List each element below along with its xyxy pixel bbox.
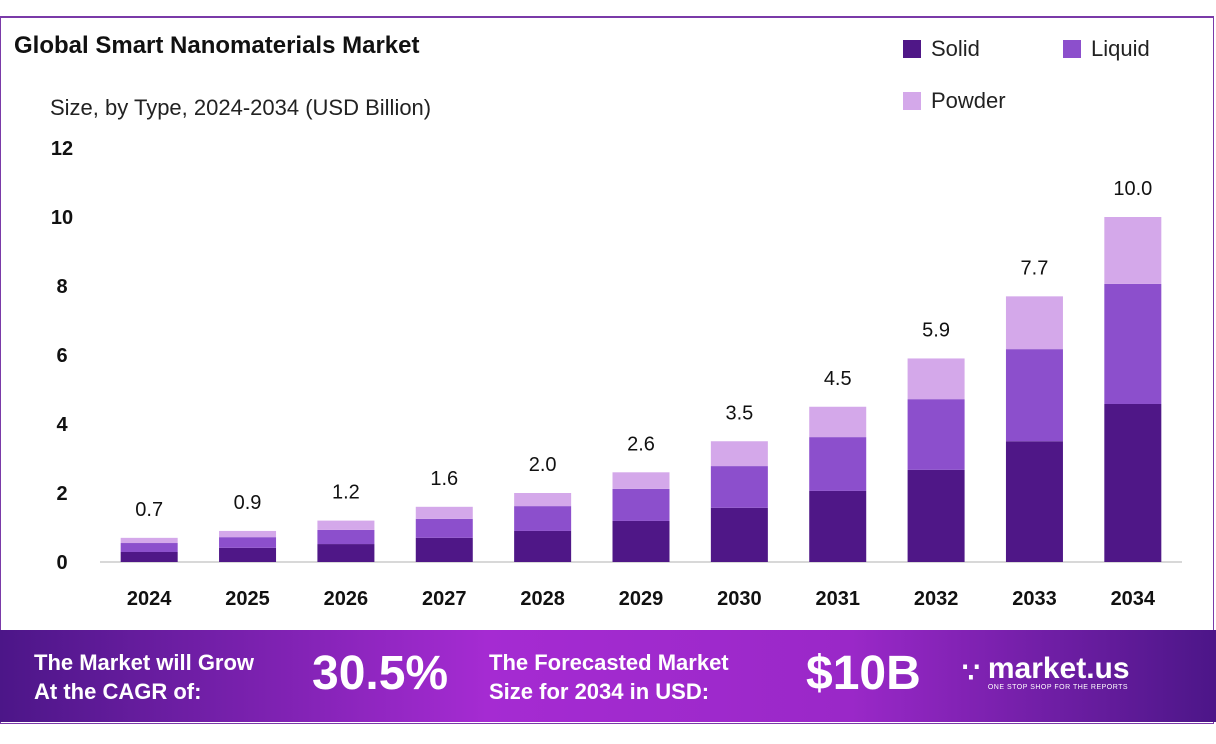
data-label-total: 2.0 [529, 454, 557, 476]
x-tick-label: 2024 [127, 588, 172, 610]
bar-segment-powder [710, 441, 768, 467]
cagr-label: The Market will Grow At the CAGR of: [34, 648, 254, 706]
bar-segment-liquid [1104, 283, 1162, 404]
legend-swatch-solid [903, 40, 921, 58]
legend-label: Powder [931, 88, 1006, 113]
bar-segment-solid [219, 547, 277, 562]
bar-segment-liquid [710, 466, 768, 508]
summary-banner: The Market will Grow At the CAGR of: 30.5… [0, 630, 1216, 722]
bar-segment-solid [809, 490, 867, 562]
bar-segment-powder [809, 406, 867, 438]
forecast-label-line1: The Forecasted Market [489, 650, 729, 675]
bar-segment-liquid [1005, 349, 1063, 442]
data-label-total: 3.5 [725, 402, 753, 424]
x-tick-label: 2026 [324, 588, 369, 610]
legend-item-solid: Solid [903, 36, 980, 62]
x-tick-label: 2029 [619, 588, 664, 610]
bar-segment-solid [317, 544, 375, 562]
x-tick-label: 2032 [914, 588, 959, 610]
bar-segment-powder [219, 530, 277, 538]
data-label-total: 1.2 [332, 482, 360, 504]
bar-segment-solid [907, 469, 965, 562]
x-tick-label: 2033 [1012, 588, 1057, 610]
bar-segment-liquid [514, 506, 572, 531]
x-tick-label: 2027 [422, 588, 467, 610]
y-tick-label: 10 [51, 207, 73, 229]
cagr-label-line2: At the CAGR of: [34, 679, 202, 704]
x-tick-label: 2028 [520, 588, 565, 610]
bar-segment-powder [514, 493, 572, 507]
marketus-logo: ∵ market.us ONE STOP SHOP FOR THE REPORTS [962, 652, 1130, 692]
legend-label: Solid [931, 36, 980, 61]
cagr-value: 30.5% [312, 647, 449, 700]
bar-segment-solid [710, 507, 768, 562]
bar-segment-solid [612, 520, 670, 562]
x-tick-label: 2031 [815, 588, 860, 610]
bar-segment-solid [1005, 441, 1063, 562]
legend-swatch-liquid [1063, 40, 1081, 58]
bar-segment-powder [1104, 217, 1162, 284]
bar-segment-solid [514, 530, 572, 562]
data-label-total: 10.0 [1113, 178, 1152, 200]
y-tick-label: 4 [56, 414, 68, 436]
data-label-total: 7.7 [1021, 257, 1049, 279]
bar-segment-powder [317, 520, 375, 530]
cagr-label-line1: The Market will Grow [34, 650, 255, 675]
bar-segment-solid [120, 551, 178, 562]
bar-segment-liquid [907, 399, 965, 470]
legend-label: Liquid [1091, 36, 1150, 61]
data-label-total: 2.6 [627, 433, 655, 455]
legend-swatch-powder [903, 92, 921, 110]
legend-item-liquid: Liquid [1063, 36, 1150, 62]
bar-segment-powder [120, 537, 178, 544]
bar-segment-liquid [219, 537, 277, 548]
bar-segment-powder [1005, 296, 1063, 350]
forecast-label-line2: Size for 2034 in USD: [489, 679, 710, 704]
y-tick-label: 2 [56, 483, 67, 505]
bar-segment-liquid [809, 437, 867, 491]
x-tick-label: 2034 [1111, 588, 1156, 610]
x-tick-label: 2025 [225, 588, 270, 610]
chart-subtitle: Size, by Type, 2024-2034 (USD Billion) [50, 95, 432, 120]
y-tick-label: 8 [56, 276, 67, 298]
data-label-total: 4.5 [824, 368, 852, 390]
data-label-total: 0.7 [135, 499, 163, 521]
bar-chart: 0 2 4 6 8 10 12 0.7 2024 0.9 2025 1.2 2026 1.6 2027 2.0… [51, 138, 1182, 610]
forecast-label: The Forecasted Market Size for 2034 in US… [489, 648, 729, 706]
logo-tagline: ONE STOP SHOP FOR THE REPORTS [987, 684, 1129, 691]
bar-segment-powder [612, 472, 670, 489]
forecast-value: $10B [806, 647, 921, 700]
bar-segment-solid [415, 537, 473, 562]
data-label-total: 5.9 [922, 319, 950, 341]
bar-segment-solid [1104, 403, 1162, 562]
data-label-total: 0.9 [234, 492, 262, 514]
legend-item-powder: Powder [903, 88, 1006, 114]
logo-name: market.us [987, 652, 1130, 685]
bar-segment-liquid [120, 543, 178, 552]
logo-icon: ∵ [962, 657, 980, 688]
bar-segment-liquid [317, 529, 375, 545]
bar-segment-powder [907, 358, 965, 400]
y-tick-label: 6 [56, 345, 67, 367]
x-tick-label: 2030 [717, 588, 762, 610]
bar-segment-liquid [612, 488, 670, 521]
y-tick-label: 0 [56, 552, 67, 574]
data-label-total: 1.6 [430, 468, 458, 490]
bar-segment-powder [415, 506, 473, 519]
chart-frame [0, 16, 1214, 724]
chart-title: Global Smart Nanomaterials Market [14, 32, 420, 59]
y-tick-label: 12 [51, 138, 73, 160]
bar-segment-liquid [415, 518, 473, 538]
